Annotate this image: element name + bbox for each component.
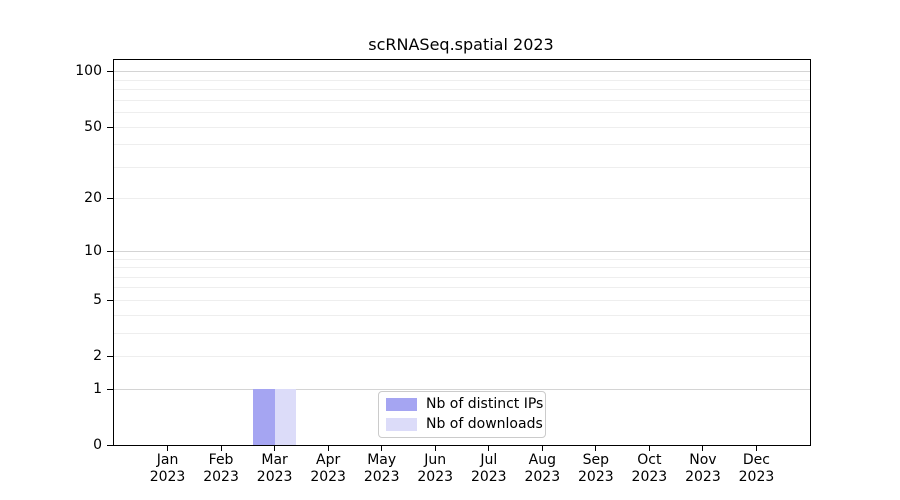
y-gridline-minor: [114, 299, 810, 301]
y-gridline-major: [114, 388, 810, 390]
y-gridline-minor: [114, 267, 810, 269]
legend: Nb of distinct IPs Nb of downloads: [378, 391, 546, 438]
x-tick-mark: [541, 445, 543, 451]
y-gridline-minor: [114, 276, 810, 278]
y-tick-mark: [107, 445, 113, 446]
y-gridline-minor: [114, 144, 810, 146]
x-tick-label: Apr 2023: [310, 452, 346, 485]
y-gridline-minor: [114, 112, 810, 114]
y-gridline-minor: [114, 314, 810, 316]
y-gridline-minor: [114, 79, 810, 81]
y-tick-label: 5: [93, 291, 102, 308]
x-tick-mark: [274, 445, 276, 451]
y-tick-mark: [107, 71, 113, 73]
y-tick-label: 100: [75, 63, 102, 80]
x-tick-mark: [167, 445, 169, 451]
y-tick-label: 10: [84, 242, 102, 259]
y-tick-mark: [107, 356, 113, 358]
y-gridline-minor: [114, 356, 810, 358]
y-tick-mark: [107, 299, 113, 301]
y-tick-label: 2: [93, 348, 102, 365]
x-tick-mark: [702, 445, 704, 451]
bar-distinct-ips: [253, 388, 275, 445]
y-gridline-minor: [114, 166, 810, 168]
x-tick-label: Mar 2023: [256, 452, 293, 485]
x-tick-label: May 2023: [363, 452, 400, 485]
y-gridline-major: [114, 71, 810, 73]
legend-label: Nb of downloads: [426, 416, 543, 432]
y-tick-mark: [107, 198, 113, 200]
x-tick-label: Oct 2023: [631, 452, 668, 485]
x-tick-label: Jan 2023: [149, 452, 186, 485]
plot-area: 100 50 20 10 5 2 1 0 Jan 2023 Feb 2023 Mar 2023 Apr 20…: [75, 59, 811, 485]
y-gridline-major: [114, 250, 810, 252]
y-tick-label: 50: [84, 118, 102, 135]
bar-downloads: [274, 388, 297, 445]
x-tick-label: Dec 2023: [738, 452, 775, 485]
y-tick-mark: [107, 126, 113, 128]
x-tick-label: Jul 2023: [470, 452, 507, 485]
x-tick-label: Jun 2023: [417, 452, 454, 485]
y-tick-mark: [107, 388, 113, 390]
x-tick-mark: [755, 445, 757, 451]
y-gridline-minor: [114, 258, 810, 260]
x-tick-mark: [220, 445, 222, 451]
y-gridline-minor: [114, 198, 810, 200]
y-tick-mark: [107, 250, 113, 252]
x-tick-mark: [595, 445, 597, 451]
x-tick-label: Aug 2023: [524, 452, 561, 485]
y-gridline-minor: [114, 332, 810, 334]
x-tick-label: Sep 2023: [578, 452, 614, 485]
legend-label: Nb of distinct IPs: [426, 396, 544, 412]
x-tick-mark: [488, 445, 490, 451]
x-tick-mark: [434, 445, 436, 451]
x-tick-mark: [381, 445, 383, 451]
legend-swatch-downloads: [386, 418, 417, 431]
x-tick-mark: [327, 445, 329, 451]
y-gridline-minor: [114, 89, 810, 91]
y-tick-label: 0: [93, 437, 102, 453]
y-tick-label: 1: [93, 380, 102, 397]
legend-entry-downloads: Nb of downloads: [386, 417, 545, 432]
y-tick-label: 20: [84, 190, 102, 207]
x-tick-label: Nov 2023: [685, 452, 721, 485]
y-gridline-minor: [114, 99, 810, 101]
x-tick-mark: [648, 445, 650, 451]
chart-title: scRNASeq.spatial 2023: [368, 35, 554, 54]
legend-swatch-distinct-ips: [386, 398, 417, 411]
x-tick-label: Feb 2023: [203, 452, 239, 485]
legend-entry-distinct-ips: Nb of distinct IPs: [386, 397, 545, 412]
y-gridline-minor: [114, 287, 810, 289]
y-gridline-minor: [114, 126, 810, 128]
